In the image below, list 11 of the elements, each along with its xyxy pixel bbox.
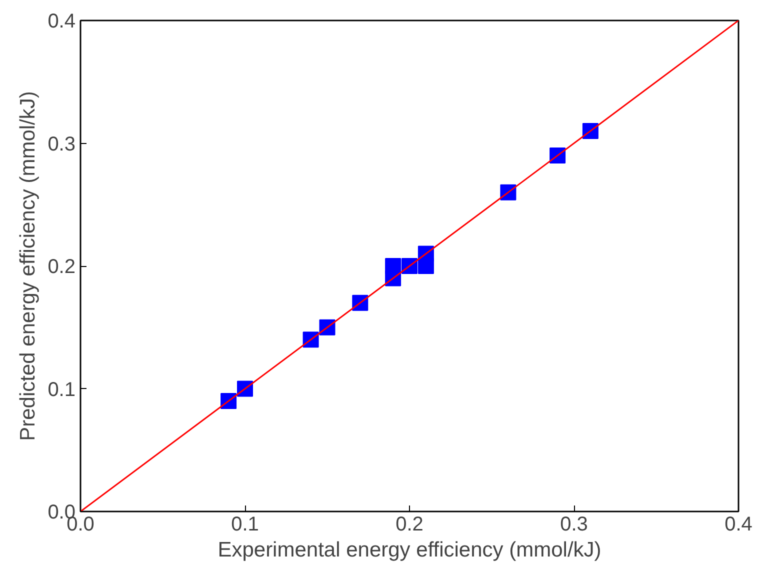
point bbox=[385, 258, 402, 274]
y-tick-label: 0.2 bbox=[48, 256, 76, 278]
x-tick-label: 0.3 bbox=[560, 514, 588, 536]
x-tick-label: 0.2 bbox=[396, 514, 424, 536]
y-axis-title: Predicted energy efficiency (mmol/kJ) bbox=[16, 91, 40, 441]
y-tick-label: 0.4 bbox=[48, 10, 76, 32]
y-tick-label: 0.3 bbox=[48, 133, 76, 156]
x-tick-label: 0.1 bbox=[231, 514, 259, 536]
x-tick-label: 0.4 bbox=[724, 514, 752, 536]
x-axis-title: Experimental energy efficiency (mmol/kJ) bbox=[218, 538, 602, 562]
y-tick-label: 0.1 bbox=[48, 378, 76, 401]
